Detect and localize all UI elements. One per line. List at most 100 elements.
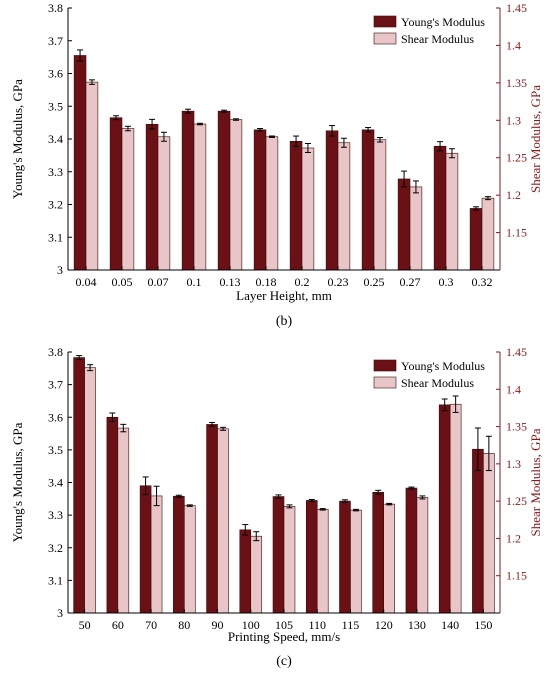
x-tick-label: 0.3	[439, 275, 454, 289]
bar-shear-modulus	[481, 197, 495, 271]
bar-shear-modulus	[409, 186, 423, 271]
y-axis-label: Young's Modulus, GPa	[10, 79, 25, 199]
legend-label: Shear Modulus	[401, 32, 474, 46]
bar-youngs-modulus	[181, 110, 195, 271]
x-tick-label: 0.18	[256, 275, 277, 289]
bar-shear-modulus	[85, 81, 99, 271]
x-tick-label: 0.23	[328, 275, 349, 289]
bar-youngs-modulus	[253, 129, 267, 271]
y-right-tick-label: 1.4	[506, 38, 521, 52]
bar-youngs-modulus	[372, 491, 384, 614]
legend-swatch	[373, 359, 397, 372]
bar-youngs-modulus	[405, 487, 418, 614]
y-right-tick-label: 1.15	[506, 569, 527, 583]
bar-shear-modulus	[157, 136, 171, 271]
x-tick-label: 90	[212, 618, 224, 632]
y-axis-label-right: Shear Modulus, GPa	[528, 85, 543, 193]
x-tick-label: 0.2	[295, 275, 310, 289]
y-tick-label: 3.4	[48, 132, 63, 146]
bar-shear-modulus	[265, 136, 279, 271]
x-tick-label: 50	[79, 618, 91, 632]
legend-swatch	[373, 32, 397, 45]
y-right-tick-label: 1.25	[506, 494, 527, 508]
x-axis-label: Layer Height, mm	[236, 288, 332, 303]
y-right-tick-label: 1.2	[506, 188, 521, 202]
panel-label: (b)	[276, 314, 293, 329]
bar-youngs-modulus	[217, 110, 231, 271]
y-tick-label: 3.7	[48, 34, 63, 48]
panel-label: (c)	[276, 654, 292, 669]
x-tick-label: 0.32	[472, 275, 493, 289]
y-tick-label: 3.4	[48, 476, 63, 490]
x-tick-label: 115	[342, 618, 360, 632]
x-tick-label: 130	[408, 618, 426, 632]
bar-youngs-modulus	[325, 130, 339, 271]
bar-youngs-modulus	[472, 448, 484, 614]
bar-shear-modulus	[84, 367, 96, 614]
bar-youngs-modulus	[73, 55, 87, 271]
bar-shear-modulus	[193, 123, 207, 271]
x-tick-label: 60	[112, 618, 124, 632]
bar-shear-modulus	[350, 509, 362, 614]
bar-shear-modulus	[383, 503, 395, 614]
bar-youngs-modulus	[433, 145, 447, 271]
chart-panel-b: 3 3.1 3.2 3.3 3.4 3.5 3.6 3.7 3.8 1.15 1.2 1.25 1.3 1…	[10, 1, 543, 329]
y-right-tick-label: 1.35	[506, 76, 527, 90]
x-tick-label: 100	[242, 618, 260, 632]
legend-label: Young's Modulus	[401, 15, 485, 29]
y-tick-label: 3.7	[48, 378, 63, 392]
bar-youngs-modulus	[272, 496, 285, 614]
y-tick-label: 3.5	[48, 443, 63, 457]
bar-youngs-modulus	[73, 357, 85, 614]
x-tick-label: 80	[178, 618, 190, 632]
bar-youngs-modulus	[173, 495, 185, 614]
y-tick-label: 3.6	[48, 67, 63, 81]
bar-youngs-modulus	[361, 129, 375, 271]
bar-youngs-modulus	[289, 140, 303, 271]
bar-shear-modulus	[449, 403, 462, 614]
chart-panel-c: 3 3.1 3.2 3.3 3.4 3.5 3.6 3.7 3.8 1.15 1.2 1.25 1.3 1…	[10, 345, 543, 669]
x-tick-label: 150	[474, 618, 492, 632]
x-tick-label: 140	[441, 618, 459, 632]
bar-shear-modulus	[483, 453, 495, 614]
y-tick-label: 3.3	[48, 508, 63, 522]
legend-swatch	[373, 15, 397, 28]
y-tick-label: 3.1	[48, 573, 63, 587]
y-axis-label: Young's Modulus, GPa	[10, 422, 25, 542]
y-tick-label: 3.8	[48, 345, 63, 359]
bar-youngs-modulus	[106, 416, 119, 614]
x-tick-label: 0.04	[76, 275, 97, 289]
y-tick-label: 3.2	[48, 198, 63, 212]
x-tick-label: 0.1	[187, 275, 202, 289]
y-right-tick-label: 1.15	[506, 226, 527, 240]
legend-swatch	[373, 376, 397, 389]
x-tick-label: 120	[375, 618, 393, 632]
x-tick-label: 0.25	[364, 275, 385, 289]
bar-shear-modulus	[217, 428, 229, 614]
y-right-tick-label: 1.4	[506, 382, 521, 396]
bar-shear-modulus	[229, 119, 243, 271]
y-right-tick-label: 1.3	[506, 113, 521, 127]
x-tick-label: 0.07	[148, 275, 169, 289]
bar-shear-modulus	[337, 142, 351, 271]
bar-youngs-modulus	[397, 178, 411, 271]
bar-youngs-modulus	[339, 500, 351, 614]
y-right-tick-label: 1.25	[506, 151, 527, 165]
y-tick-label: 3.3	[48, 165, 63, 179]
y-right-tick-label: 1.45	[506, 1, 527, 15]
x-tick-label: 105	[275, 618, 293, 632]
y-tick-label: 3.1	[48, 230, 63, 244]
x-tick-label: 70	[145, 618, 157, 632]
legend-label: Shear Modulus	[401, 376, 474, 390]
y-right-tick-label: 1.45	[506, 345, 527, 359]
y-axis-label-right: Shear Modulus, GPa	[528, 428, 543, 536]
bar-youngs-modulus	[305, 500, 318, 614]
bar-shear-modulus	[184, 505, 196, 614]
y-right-tick-label: 1.35	[506, 420, 527, 434]
bar-youngs-modulus	[109, 117, 123, 271]
bar-shear-modulus	[416, 497, 429, 614]
bar-youngs-modulus	[438, 404, 451, 614]
x-tick-label: 110	[308, 618, 326, 632]
y-tick-label: 3	[57, 606, 63, 620]
